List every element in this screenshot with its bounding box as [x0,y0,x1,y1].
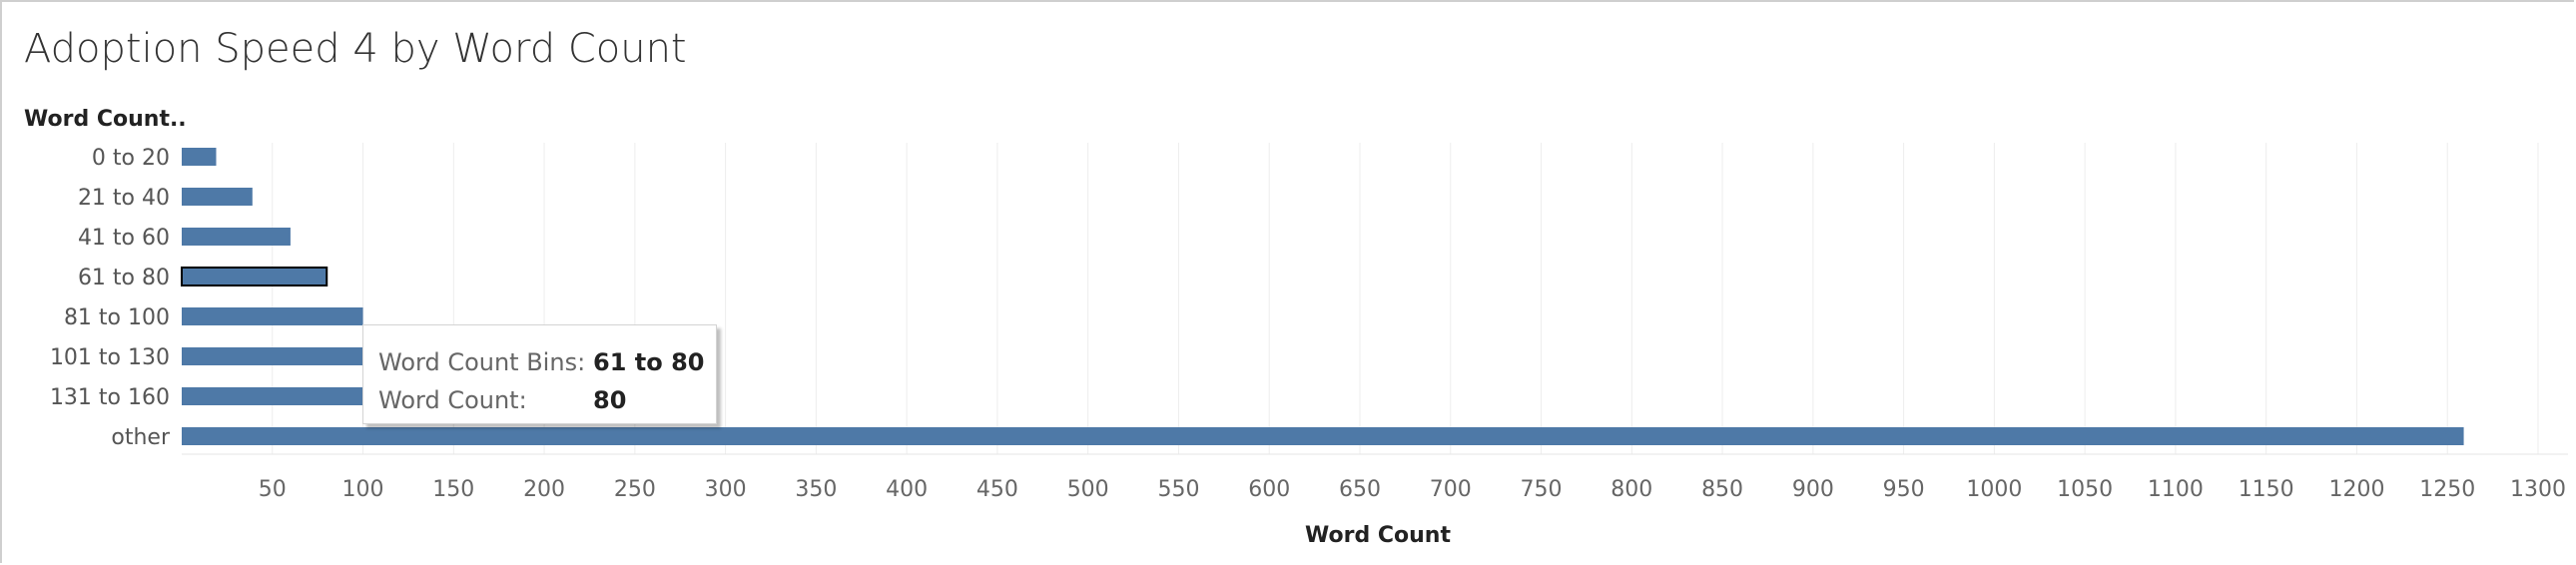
x-tick-label: 100 [342,477,384,502]
bar[interactable] [182,347,363,365]
x-tick-label: 900 [1792,477,1834,502]
tooltip-bin-value: 61 to 80 [593,348,705,376]
bar[interactable] [182,427,2464,445]
category-label: 41 to 60 [78,226,170,251]
x-tick-label: 200 [523,477,565,502]
x-tick-label: 1100 [2148,477,2204,502]
category-labels: 0 to 20 21 to 40 41 to 60 61 to 80 81 to 100… [50,146,171,450]
tooltip-row-bin: Word Count Bins: 61 to 80 [378,343,716,381]
x-tick-label: 150 [432,477,474,502]
x-tick-label: 700 [1430,477,1472,502]
bar[interactable] [182,148,217,166]
bar[interactable] [182,307,363,325]
x-tick-label: 1300 [2510,477,2566,502]
category-label: 131 to 160 [50,385,170,410]
x-tick-label: 500 [1067,477,1109,502]
tick-labels: 50 100 150 200 250 300 350 400 450 500 550 600 650 70… [259,477,2566,502]
chart-title: Adoption Speed 4 by Word Count [24,26,687,72]
category-label: 21 to 40 [78,186,170,211]
bar[interactable] [182,387,363,405]
bar[interactable] [182,228,291,246]
x-tick-label: 400 [886,477,928,502]
bar[interactable] [182,188,253,206]
x-tick-label: 1200 [2328,477,2384,502]
category-label: 81 to 100 [64,305,170,330]
x-tick-label: 1000 [1966,477,2022,502]
gridlines [182,143,2568,455]
x-tick-label: 800 [1610,477,1652,502]
bar[interactable] [181,267,328,286]
x-tick-label: 50 [259,477,287,502]
x-axis-title: Word Count [1305,523,1451,548]
x-tick-label: 550 [1157,477,1199,502]
x-tick-label: 1250 [2419,477,2475,502]
x-tick-label: 1050 [2057,477,2113,502]
tooltip-count-value: 80 [593,386,627,414]
bars [181,148,2464,445]
x-tick-label: 950 [1883,477,1925,502]
row-header: Word Count.. [24,107,187,132]
tooltip: Word Count Bins: 61 to 80 Word Count: 80 [362,324,717,424]
tooltip-count-key: Word Count: [378,386,527,414]
tooltip-row-count: Word Count: 80 [378,381,716,419]
category-label: 61 to 80 [78,266,170,290]
x-tick-label: 350 [795,477,837,502]
category-label: 0 to 20 [92,146,170,171]
x-tick-label: 1150 [2239,477,2294,502]
x-tick-label: 450 [976,477,1018,502]
tooltip-bin-key: Word Count Bins: [378,348,586,376]
x-tick-label: 300 [705,477,747,502]
x-tick-label: 650 [1339,477,1381,502]
category-label: 101 to 130 [50,345,170,370]
x-tick-label: 750 [1521,477,1563,502]
category-label: other [111,425,171,450]
x-tick-label: 850 [1701,477,1743,502]
x-tick-label: 250 [614,477,656,502]
x-tick-label: 600 [1248,477,1290,502]
